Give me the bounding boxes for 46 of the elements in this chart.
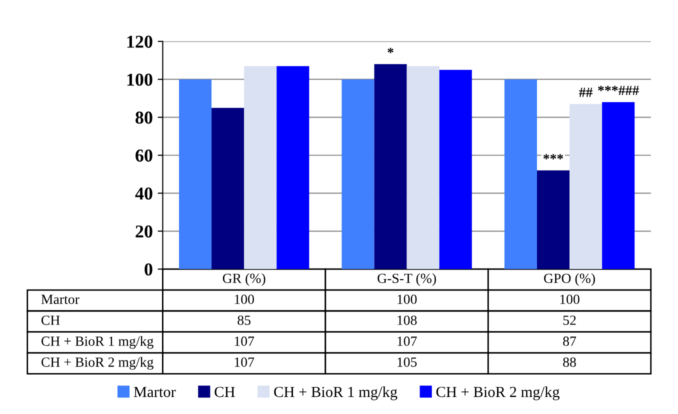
bar [536,170,570,270]
data-label: 52 [563,316,576,325]
data-label: 100 [234,294,254,304]
text: CH [41,316,60,325]
annotation: *** [543,154,564,160]
y-tick-label: 60 [136,150,152,162]
bar [342,79,374,270]
bar [244,66,277,270]
data-label: 100 [560,294,580,304]
data-label: 88 [563,357,576,367]
bar [406,66,440,270]
data-label: 100 [398,294,417,304]
legend-label: CH + BioR 1 mg/kg [274,386,398,400]
y-tick-label: 120 [127,36,152,48]
bar [504,79,537,270]
y-tick-label: 40 [135,187,152,200]
data-label: 107 [234,336,254,346]
bar [602,102,635,270]
text: Martor [41,294,80,304]
annotation: ## [579,88,593,97]
legend-label: CH [214,386,235,398]
y-tick-label: 100 [127,74,152,86]
data-label: 105 [398,357,417,367]
y-tick-label: 80 [136,112,152,124]
x-tick-label: G-S-T (%) [378,273,436,286]
annotation: * [388,48,394,54]
data-label: 107 [234,357,254,367]
data-label: 108 [398,316,417,325]
data-label: 85 [238,316,250,325]
data-label: 107 [398,336,417,346]
y-tick-label: 20 [136,225,152,238]
bar [570,104,602,270]
legend-label: CH + BioR 2 mg/kg [436,386,560,400]
bar [276,66,310,270]
text: CH + BioR 2 mg/kg [41,357,154,370]
x-tick-label: GR (%) [222,273,266,286]
bar [178,79,212,270]
legend-label: Martor [134,386,176,398]
annotation: ***### [598,86,639,95]
bar [439,70,472,270]
x-tick-label: GPO (%) [544,273,595,286]
data-label: 87 [563,336,576,346]
bar [374,64,407,270]
y-tick-label: 0 [144,263,152,276]
text: CH + BioR 1 mg/kg [41,336,154,349]
bar [212,108,244,270]
